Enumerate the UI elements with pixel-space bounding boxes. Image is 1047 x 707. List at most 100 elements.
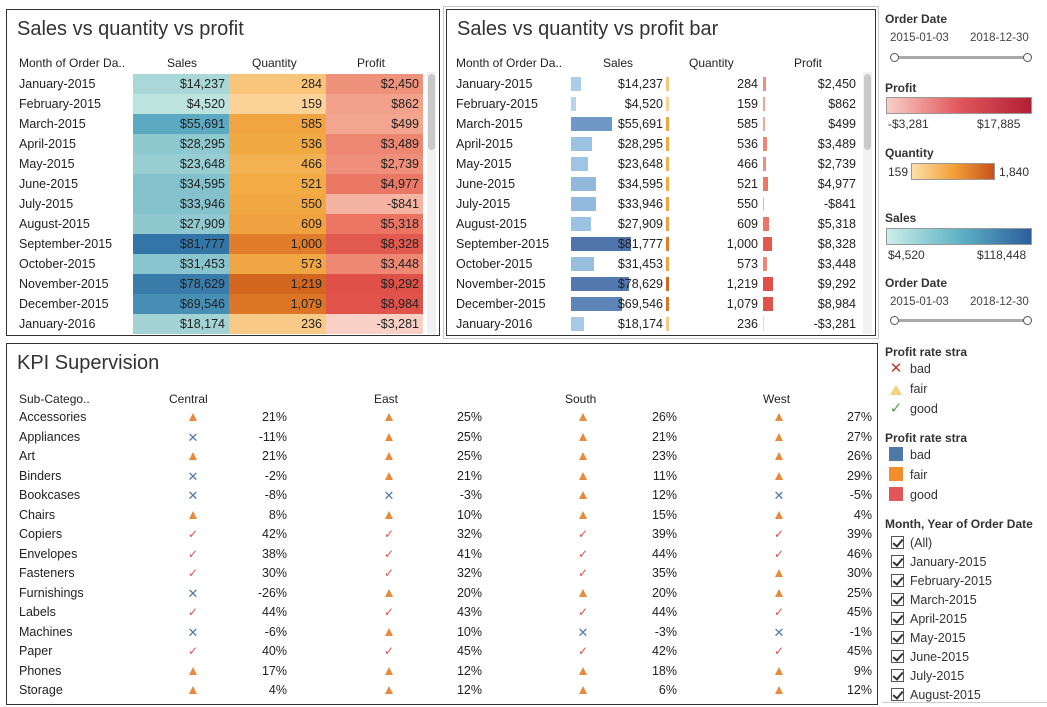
sales-cell[interactable]: $31,453 xyxy=(133,254,229,274)
profit-cell[interactable]: $8,984 xyxy=(326,294,423,314)
kpi-row[interactable]: Appliances ✕ -11% 25% 21% 27% xyxy=(7,428,877,448)
sales-bar[interactable] xyxy=(571,157,589,171)
table-row[interactable]: August-2015 $27,909 609 $5,318 xyxy=(7,214,427,234)
x-icon[interactable]: ✕ xyxy=(773,488,785,503)
triangle-icon[interactable] xyxy=(383,467,395,487)
triangle-icon[interactable] xyxy=(383,408,395,428)
header-month[interactable]: Month of Order Da.. xyxy=(19,56,126,70)
month-filter-option[interactable]: April-2015 xyxy=(891,610,967,629)
sales-bar[interactable] xyxy=(571,257,595,271)
profit-bar[interactable] xyxy=(763,77,766,91)
x-icon[interactable]: ✕ xyxy=(187,488,199,503)
table-row[interactable]: August-2015 $27,909 609 $5,318 xyxy=(447,214,863,234)
triangle-icon[interactable] xyxy=(577,408,589,428)
order-date-slider[interactable] xyxy=(890,53,1032,62)
checkbox-checked-icon[interactable] xyxy=(891,669,904,682)
table-row[interactable]: April-2015 $28,295 536 $3,489 xyxy=(7,134,427,154)
scrollbar-track[interactable] xyxy=(863,72,872,334)
slider-handle-start[interactable] xyxy=(890,53,899,62)
header-quantity[interactable]: Quantity xyxy=(689,56,734,70)
triangle-icon[interactable] xyxy=(773,467,785,487)
profit-cell[interactable]: $499 xyxy=(326,114,423,134)
quantity-bar[interactable] xyxy=(666,297,669,311)
kpi-row[interactable]: Furnishings ✕ -26% 20% 20% 25% xyxy=(7,584,877,604)
check-icon[interactable]: ✓ xyxy=(383,527,395,541)
check-icon[interactable]: ✓ xyxy=(577,566,589,580)
triangle-icon[interactable] xyxy=(773,428,785,448)
triangle-icon[interactable] xyxy=(187,681,199,701)
triangle-icon[interactable] xyxy=(383,623,395,643)
sales-bar[interactable] xyxy=(571,177,597,191)
table-row[interactable]: February-2015 $4,520 159 $862 xyxy=(447,94,863,114)
profit-cell[interactable]: $9,292 xyxy=(326,274,423,294)
header-sales[interactable]: Sales xyxy=(167,56,198,70)
quantity-bar[interactable] xyxy=(666,97,669,111)
x-icon[interactable]: ✕ xyxy=(187,468,199,484)
table-row[interactable]: January-2016 $18,174 236 -$3,281 xyxy=(447,314,863,334)
checkbox-checked-icon[interactable] xyxy=(891,555,904,568)
profit-bar[interactable] xyxy=(763,97,765,111)
header-sales[interactable]: Sales xyxy=(603,56,634,70)
triangle-icon[interactable] xyxy=(773,662,785,682)
month-filter-option[interactable]: February-2015 xyxy=(891,572,992,591)
quantity-cell[interactable]: 609 xyxy=(229,214,326,234)
quantity-cell[interactable]: 585 xyxy=(229,114,326,134)
profit-cell[interactable]: $8,328 xyxy=(326,234,423,254)
quantity-bar[interactable] xyxy=(666,277,669,291)
triangle-icon[interactable] xyxy=(187,506,199,526)
triangle-icon[interactable] xyxy=(383,662,395,682)
sales-cell[interactable]: $23,648 xyxy=(133,154,229,174)
triangle-icon[interactable] xyxy=(773,564,785,584)
quantity-bar[interactable] xyxy=(666,237,669,251)
sales-cell[interactable]: $14,237 xyxy=(133,74,229,94)
legend-item-fair-color[interactable]: fair xyxy=(889,465,927,485)
triangle-icon[interactable] xyxy=(383,506,395,526)
header-east[interactable]: East xyxy=(374,392,399,406)
profit-bar[interactable] xyxy=(763,237,772,251)
triangle-icon[interactable] xyxy=(577,447,589,467)
check-icon[interactable]: ✓ xyxy=(187,527,199,541)
sales-bar[interactable] xyxy=(571,297,623,311)
table-row[interactable]: December-2015 $69,546 1,079 $8,984 xyxy=(447,294,863,314)
quantity-cell[interactable]: 521 xyxy=(229,174,326,194)
table-row[interactable]: October-2015 $31,453 573 $3,448 xyxy=(447,254,863,274)
profit-cell[interactable]: $3,448 xyxy=(326,254,423,274)
slider-track[interactable] xyxy=(894,319,1028,322)
kpi-row[interactable]: Paper ✓ 40% ✓ 45% ✓ 42% ✓ 45% xyxy=(7,642,877,662)
legend-item-bad-shape[interactable]: ✕ bad xyxy=(889,359,931,379)
quantity-cell[interactable]: 1,219 xyxy=(229,274,326,294)
month-filter-option[interactable]: March-2015 xyxy=(891,591,977,610)
table-row[interactable]: January-2015 $14,237 284 $2,450 xyxy=(7,74,427,94)
header-profit[interactable]: Profit xyxy=(794,56,823,70)
check-icon[interactable]: ✓ xyxy=(383,566,395,580)
kpi-row[interactable]: Binders ✕ -2% 21% 11% 29% xyxy=(7,467,877,487)
month-filter-option[interactable]: June-2015 xyxy=(891,648,969,667)
check-icon[interactable]: ✓ xyxy=(383,644,395,658)
profit-bar[interactable] xyxy=(763,177,769,191)
triangle-icon[interactable] xyxy=(383,447,395,467)
quantity-bar[interactable] xyxy=(666,137,669,151)
checkbox-checked-icon[interactable] xyxy=(891,688,904,701)
kpi-row[interactable]: Phones 17% 12% 18% 9% xyxy=(7,662,877,682)
header-south[interactable]: South xyxy=(565,392,597,406)
scrollbar-thumb[interactable] xyxy=(864,74,871,150)
sales-bar[interactable] xyxy=(571,197,596,211)
table-row[interactable]: May-2015 $23,648 466 $2,739 xyxy=(447,154,863,174)
sales-bar[interactable] xyxy=(571,137,592,151)
profit-cell[interactable]: $2,739 xyxy=(326,154,423,174)
quantity-bar[interactable] xyxy=(666,77,669,91)
table-row[interactable]: July-2015 $33,946 550 -$841 xyxy=(447,194,863,214)
table-row[interactable]: September-2015 $81,777 1,000 $8,328 xyxy=(447,234,863,254)
check-icon[interactable]: ✓ xyxy=(577,605,589,619)
triangle-icon[interactable] xyxy=(187,447,199,467)
table-row[interactable]: June-2015 $34,595 521 $4,977 xyxy=(447,174,863,194)
table-row[interactable]: March-2015 $55,691 585 $499 xyxy=(447,114,863,134)
header-quantity[interactable]: Quantity xyxy=(252,56,297,70)
table-row[interactable]: January-2016 $18,174 236 -$3,281 xyxy=(7,314,427,334)
profit-cell[interactable]: $4,977 xyxy=(326,174,423,194)
x-icon[interactable]: ✕ xyxy=(187,429,199,445)
sales-cell[interactable]: $69,546 xyxy=(133,294,229,314)
check-icon[interactable]: ✓ xyxy=(187,644,199,658)
profit-bar[interactable] xyxy=(763,257,767,271)
triangle-icon[interactable] xyxy=(577,662,589,682)
